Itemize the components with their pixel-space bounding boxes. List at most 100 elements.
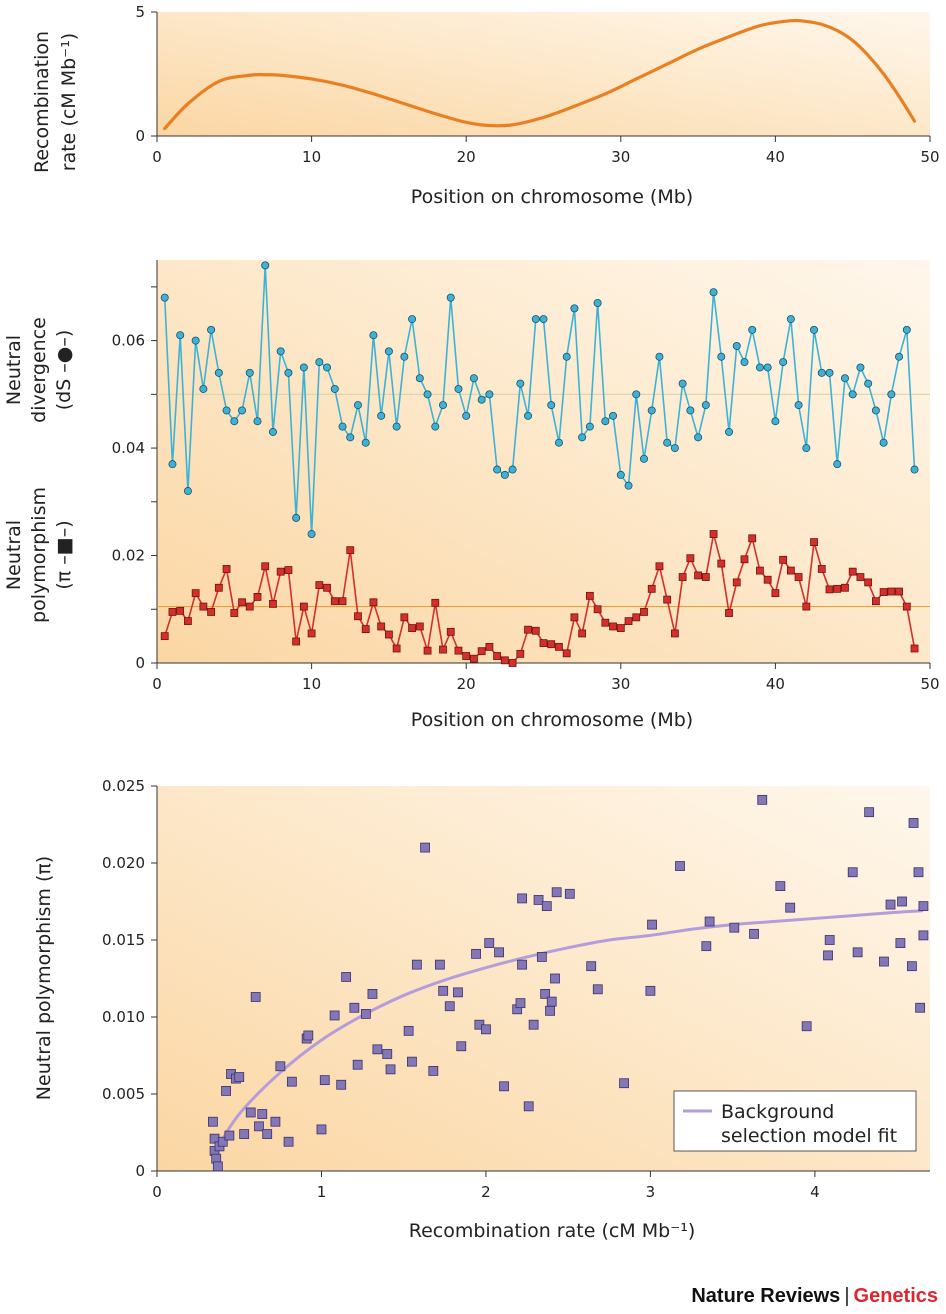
polymorphism-point bbox=[330, 597, 339, 606]
scatter-point bbox=[528, 1019, 539, 1030]
divergence-point bbox=[578, 433, 587, 442]
polymorphism-point bbox=[439, 645, 447, 654]
divergence-point bbox=[207, 325, 216, 334]
divergence-point bbox=[477, 395, 486, 404]
polymorphism-point bbox=[462, 652, 471, 660]
divergence-point bbox=[817, 368, 826, 377]
divergence-point bbox=[601, 417, 610, 426]
polymorphism-point bbox=[647, 584, 656, 593]
polymorphism-point bbox=[354, 612, 362, 621]
scatter-point bbox=[385, 1064, 396, 1075]
polymorphism-point bbox=[640, 608, 648, 616]
y-tick-label: 0 bbox=[135, 127, 145, 145]
divergence-point bbox=[771, 417, 780, 426]
divergence-point bbox=[469, 374, 478, 383]
polymorphism-point bbox=[323, 583, 331, 592]
polymorphism-point bbox=[701, 573, 710, 581]
scatter-point bbox=[823, 950, 833, 961]
polymorphism-point bbox=[601, 618, 610, 627]
divergence-point bbox=[369, 331, 378, 340]
x-tick-label: 40 bbox=[766, 148, 785, 166]
model-fit-curve bbox=[213, 909, 924, 1155]
scatter-point bbox=[675, 861, 685, 871]
divergence-point bbox=[493, 465, 502, 474]
scatter-point bbox=[257, 1109, 268, 1119]
polymorphism-point bbox=[470, 654, 478, 663]
legend: Background selection model fit bbox=[673, 1090, 917, 1152]
axes: 0 1 2 3 4 0 0.005 0.010 0.015 0.020 0.025 bbox=[102, 777, 930, 1201]
divergence-label-line1: Neutral bbox=[3, 335, 25, 405]
polymorphism-point bbox=[763, 575, 772, 584]
polymorphism-point bbox=[593, 605, 602, 614]
polymorphism-point bbox=[184, 617, 192, 625]
plot-background bbox=[157, 12, 930, 136]
polymorphism-point bbox=[786, 566, 795, 575]
journal-credit: Nature Reviews | Genetics bbox=[691, 1285, 938, 1308]
scatter-point bbox=[864, 807, 875, 818]
y-tick-label: 0 bbox=[135, 654, 145, 672]
scatter-point bbox=[775, 881, 786, 891]
divergence-point bbox=[176, 331, 185, 340]
polymorphism-point bbox=[431, 598, 440, 607]
scatter-point bbox=[824, 935, 835, 945]
divergence-point bbox=[168, 460, 177, 469]
scatter-point bbox=[913, 867, 924, 878]
polymorphism-point bbox=[740, 555, 749, 564]
polymorphism-point bbox=[902, 602, 911, 611]
polymorphism-point bbox=[678, 573, 687, 581]
scatter-point bbox=[915, 1002, 926, 1013]
scatter-point bbox=[341, 972, 352, 982]
scatter-point bbox=[471, 948, 481, 959]
divergence-point bbox=[261, 261, 270, 270]
legend-label-line1: Background bbox=[721, 1101, 834, 1123]
polymorphism-point bbox=[709, 530, 718, 538]
polymorphism-point bbox=[802, 602, 811, 611]
x-axis-label: Position on chromosome (Mb) bbox=[411, 186, 693, 208]
scatter-point bbox=[239, 1129, 250, 1139]
x-tick-label: 10 bbox=[302, 675, 321, 693]
divergence-point bbox=[871, 406, 880, 415]
divergence-polymorphism-panel: 0 10 20 30 40 50 0 0.02 0.04 0.06 Position on chr… bbox=[3, 260, 940, 731]
divergence-point bbox=[462, 411, 471, 420]
divergence-point bbox=[609, 411, 618, 420]
legend-box bbox=[673, 1090, 917, 1152]
scatter-point bbox=[879, 956, 889, 967]
scatter-point bbox=[407, 1056, 417, 1067]
divergence-point bbox=[748, 325, 757, 334]
x-tick-label: 30 bbox=[611, 675, 630, 693]
journal-section: Genetics bbox=[853, 1285, 938, 1307]
divergence-point bbox=[199, 384, 208, 393]
divergence-label-line2: divergence bbox=[28, 317, 50, 423]
divergence-point bbox=[299, 363, 308, 372]
polymorphism-point bbox=[392, 644, 401, 653]
divergence-point bbox=[268, 427, 277, 436]
divergence-label-line3: (dS –●–) bbox=[53, 330, 75, 411]
scatter-point bbox=[749, 928, 759, 939]
scatter-point bbox=[250, 992, 261, 1002]
y-tick-label: 0.010 bbox=[102, 1008, 145, 1026]
polymorphism-point bbox=[833, 584, 842, 593]
divergence-point bbox=[639, 454, 648, 463]
polymorphism-point bbox=[879, 588, 888, 596]
scatter-point bbox=[316, 1124, 327, 1135]
divergence-point bbox=[779, 358, 788, 367]
polymorphism-point bbox=[864, 578, 873, 587]
divergence-point bbox=[531, 315, 540, 324]
legend-label-line2: selection model fit bbox=[721, 1125, 897, 1147]
scatter-point bbox=[254, 1121, 264, 1132]
scatter-point bbox=[411, 959, 422, 970]
scatter-point bbox=[897, 896, 907, 907]
divergence-point bbox=[802, 444, 811, 453]
scatter-point bbox=[382, 1049, 393, 1059]
polymorphism-point bbox=[168, 608, 177, 616]
divergence-point bbox=[554, 438, 563, 447]
scatter-point bbox=[481, 1024, 491, 1035]
polymorphism-point bbox=[516, 649, 525, 658]
divergence-point bbox=[910, 465, 919, 474]
polymorphism-point bbox=[555, 642, 563, 651]
scatter-point bbox=[286, 1076, 297, 1087]
polymorphism-point bbox=[895, 587, 903, 596]
y-tick-label: 5 bbox=[135, 3, 145, 21]
divergence-point bbox=[485, 390, 494, 399]
